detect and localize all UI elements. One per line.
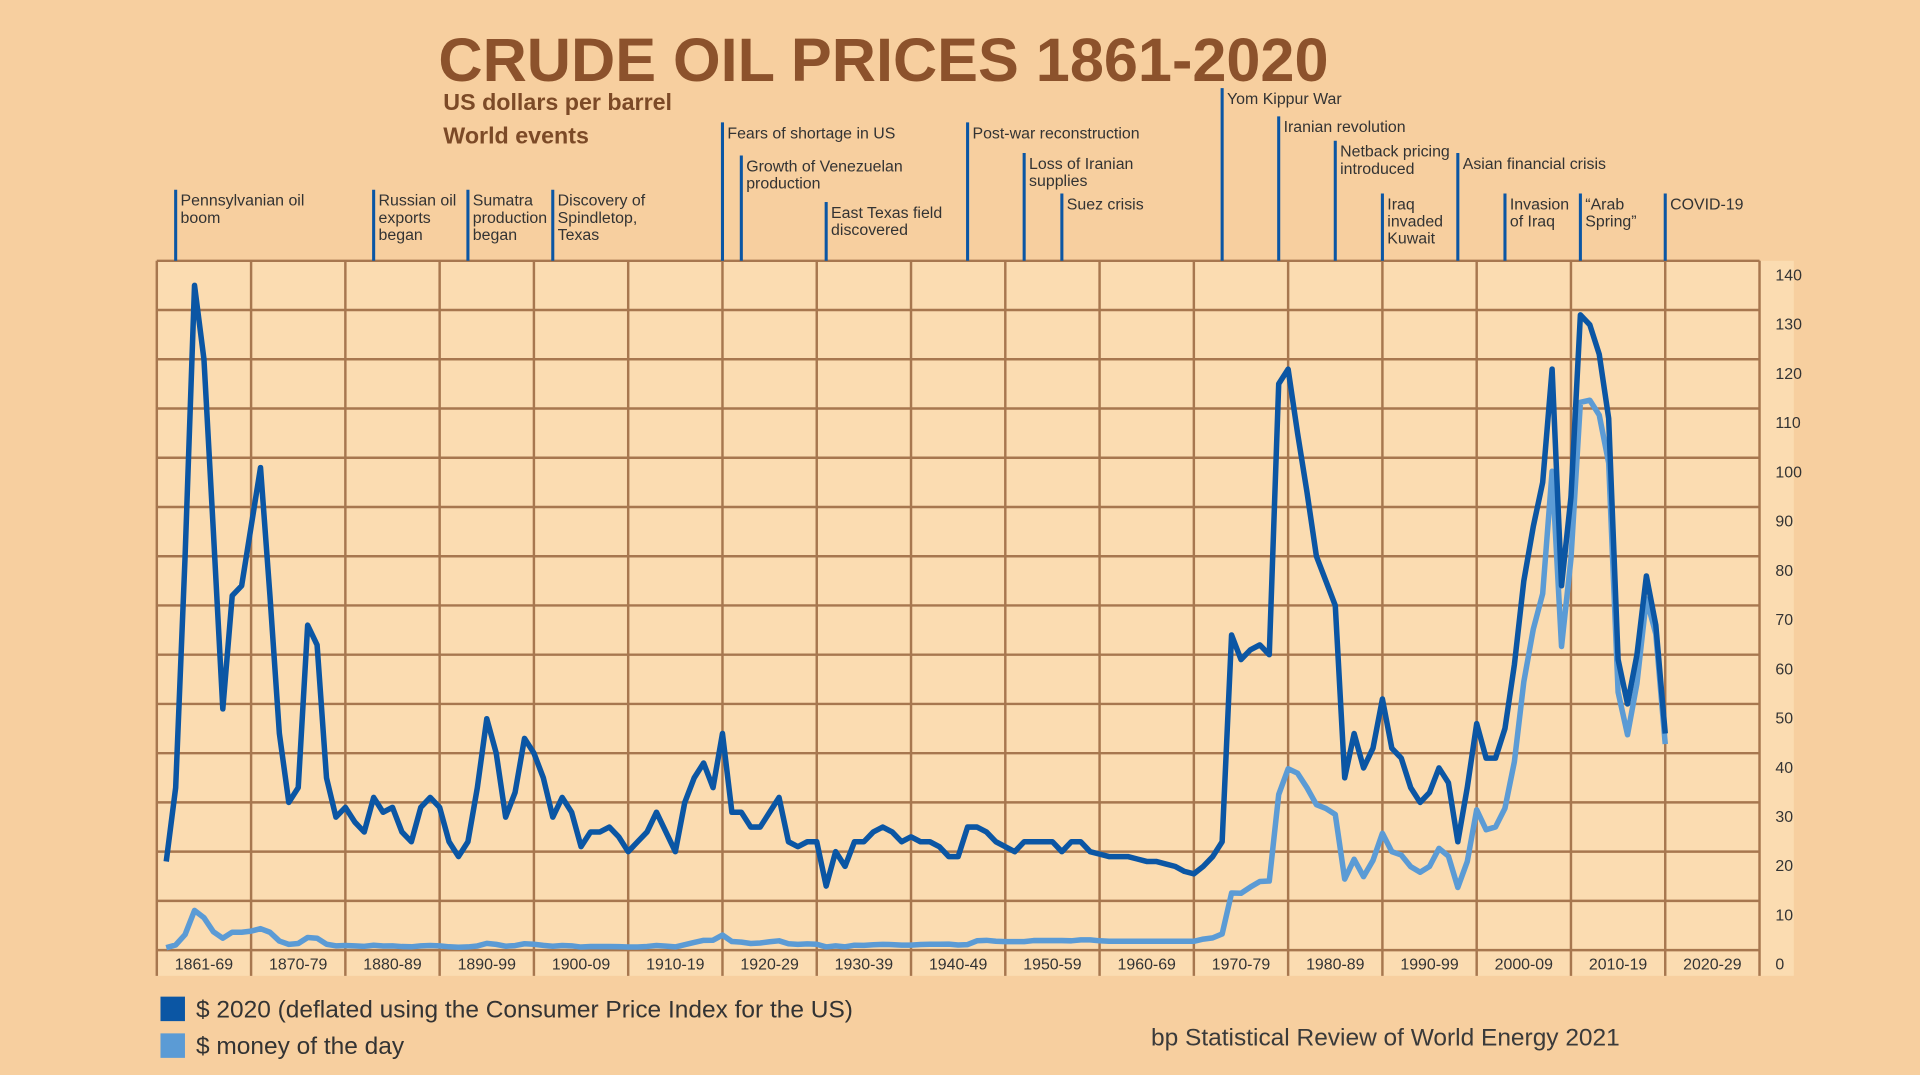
event-label: Growth of Venezuelan production (746, 158, 903, 192)
y-tick-label: 50 (1775, 711, 1793, 728)
series-line (165, 397, 1668, 951)
event-label: East Texas field discovered (831, 205, 942, 239)
event-label: Fears of shortage in US (727, 125, 895, 142)
y-tick-label: 0 (1775, 957, 1784, 974)
x-tick-label: 1870-79 (269, 957, 328, 974)
y-tick-label: 60 (1775, 661, 1793, 678)
subtitle: US dollars per barrel (443, 89, 672, 115)
y-tick-label: 100 (1775, 464, 1802, 481)
legend-swatch (160, 996, 185, 1022)
y-tick-label: 80 (1775, 563, 1793, 580)
event-label: Asian financial crisis (1463, 156, 1606, 173)
x-tick-label: 2010-19 (1589, 957, 1648, 974)
y-tick-label: 120 (1775, 366, 1802, 383)
legend-label: $ 2020 (deflated using the Consumer Pric… (196, 996, 853, 1023)
source: bp Statistical Review of World Energy 20… (1151, 1025, 1620, 1052)
series-line (163, 282, 1668, 889)
y-tick-label: 140 (1775, 267, 1802, 284)
y-tick-label: 110 (1775, 415, 1801, 432)
event-label: Netback pricing introduced (1340, 144, 1450, 178)
event-label: Invasion of Iraq (1510, 196, 1569, 230)
event-label: COVID-19 (1670, 196, 1744, 213)
x-tick-label: 1960-69 (1118, 957, 1177, 974)
event-label: Suez crisis (1067, 196, 1144, 213)
event-label: Iranian revolution (1284, 119, 1406, 136)
chart-title: CRUDE OIL PRICES 1861-2020 (438, 26, 1328, 94)
event-label: Pennsylvanian oil boom (181, 193, 305, 227)
x-tick-label: 1950-59 (1023, 957, 1082, 974)
plot-area (156, 260, 1794, 976)
y-tick-label: 20 (1775, 858, 1793, 875)
x-tick-label: 1861-69 (175, 957, 234, 974)
x-tick-label: 2000-09 (1495, 957, 1554, 974)
y-tick-label: 30 (1775, 809, 1793, 826)
x-tick-label: 1910-19 (646, 957, 705, 974)
event-label: Loss of Iranian supplies (1029, 156, 1133, 190)
x-tick-label: 1920-29 (740, 957, 799, 974)
event-label: Sumatra production began (473, 193, 547, 244)
y-tick-label: 40 (1775, 760, 1793, 777)
x-tick-label: 1940-49 (929, 957, 988, 974)
x-tick-label: 2020-29 (1683, 957, 1742, 974)
event-label: Discovery of Spindletop, Texas (558, 193, 646, 244)
x-tick-label: 1880-89 (363, 957, 422, 974)
x-tick-label: 1930-39 (835, 957, 894, 974)
event-label: Iraq invaded Kuwait (1387, 196, 1443, 247)
legend-label: $ money of the day (196, 1033, 405, 1060)
event-label: “Arab Spring” (1585, 196, 1636, 230)
x-tick-label: 1970-79 (1212, 957, 1271, 974)
x-tick-label: 1980-89 (1306, 957, 1365, 974)
event-label: Post-war reconstruction (972, 125, 1139, 142)
y-tick-label: 90 (1775, 514, 1793, 531)
y-tick-label: 70 (1775, 612, 1793, 629)
events-title: World events (443, 122, 589, 148)
legend-swatch (160, 1033, 185, 1058)
event-label: Yom Kippur War (1227, 91, 1342, 108)
y-tick-label: 10 (1775, 907, 1793, 924)
y-tick-label: 130 (1775, 317, 1802, 334)
x-tick-label: 1900-09 (552, 957, 611, 974)
x-tick-label: 1890-99 (458, 957, 517, 974)
x-tick-label: 1990-99 (1400, 957, 1459, 974)
event-label: Russian oil exports began (379, 193, 457, 244)
